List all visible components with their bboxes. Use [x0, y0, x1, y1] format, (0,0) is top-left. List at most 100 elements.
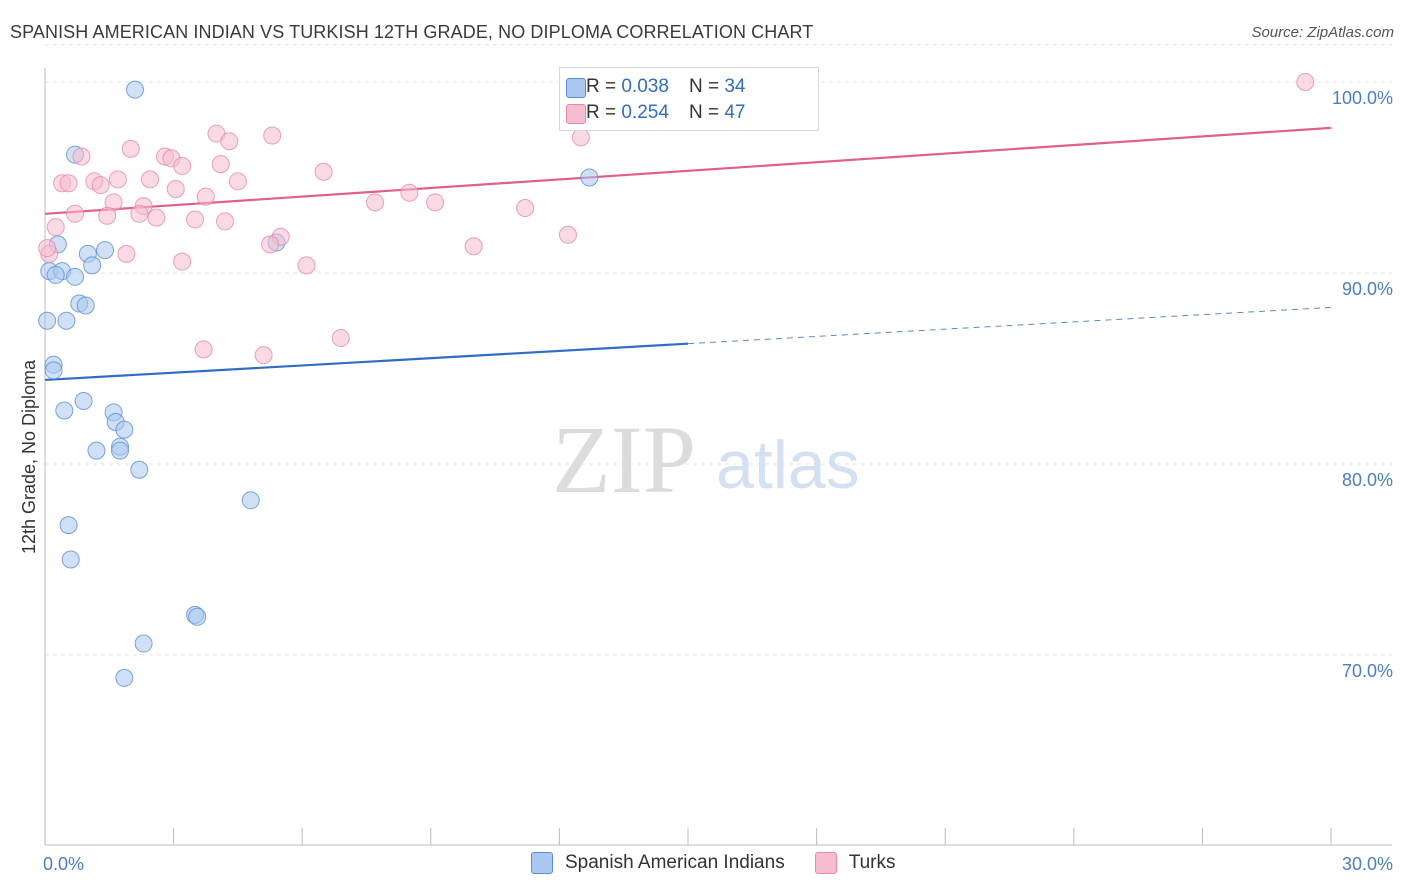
legend-swatch-pink [566, 104, 586, 124]
watermark-atlas: atlas [716, 427, 860, 503]
y-tick-label-100: 100.0% [1332, 88, 1393, 108]
legend-pink-n-label: N = [688, 102, 720, 123]
point-turks-3 [263, 126, 282, 145]
point-turks-43 [331, 328, 350, 347]
y-tick-label-90: 90.0% [1342, 279, 1393, 299]
point-turks-40 [117, 244, 136, 263]
point-spanish-american-indians-9 [66, 267, 85, 286]
point-turks-17 [141, 170, 160, 189]
point-spanish-american-indians-25 [130, 460, 149, 479]
point-spanish-american-indians-32 [115, 668, 134, 687]
series-name-1: Turks [848, 852, 896, 873]
point-spanish-american-indians-18 [55, 401, 74, 420]
point-spanish-american-indians-28 [61, 550, 80, 569]
legend-blue-r-label: R = [586, 76, 617, 97]
series-swatch-pink [814, 852, 837, 874]
trendlines [44, 126, 1332, 382]
point-turks-35 [558, 225, 577, 244]
y-tick-label-80: 80.0% [1342, 470, 1393, 490]
series-legend: Spanish American Indians Turks [531, 852, 925, 874]
point-turks-29 [98, 206, 117, 225]
point-turks-1 [1296, 73, 1315, 91]
point-turks-34 [46, 218, 65, 237]
point-turks-23 [366, 193, 385, 212]
source-label: Source: ZipAtlas.com [1251, 24, 1394, 41]
point-turks-33 [216, 212, 235, 231]
point-spanish-american-indians-31 [134, 634, 153, 653]
point-turks-37 [261, 235, 280, 254]
axes [44, 68, 1392, 846]
legend-blue-r-value: 0.038 [621, 76, 669, 97]
point-spanish-american-indians-14 [57, 311, 76, 330]
series-legend-item-1: Turks [814, 852, 896, 874]
point-turks-6 [121, 139, 140, 158]
correlation-legend: R = 0.038 N = 34 R = 0.254 N = 47 [559, 67, 819, 131]
point-spanish-american-indians-0 [126, 80, 145, 99]
tick-labels: 70.0% 80.0% 90.0% 100.0% 0.0% 30.0% [43, 88, 1393, 874]
point-spanish-american-indians-5 [96, 241, 115, 260]
point-spanish-american-indians-26 [241, 491, 260, 510]
point-turks-46 [38, 239, 57, 258]
point-spanish-american-indians-17 [74, 391, 93, 410]
legend-pink-n-value: 47 [724, 102, 746, 123]
point-spanish-american-indians-24 [111, 441, 130, 460]
trendline-spanish-american-indians-extension [687, 306, 1332, 345]
trendline-spanish-american-indians [44, 342, 689, 382]
legend-swatch-blue [566, 78, 586, 98]
chart-title: SPANISH AMERICAN INDIAN VS TURKISH 12TH … [10, 22, 814, 42]
point-spanish-american-indians-12 [76, 296, 95, 315]
gridlines [45, 44, 1392, 656]
legend-row-pink: R = 0.254 N = 47 [566, 100, 746, 126]
legend-pink-r-label: R = [586, 102, 617, 123]
x-tick-label-min: 0.0% [43, 854, 84, 874]
point-spanish-american-indians-33 [46, 265, 65, 284]
point-spanish-american-indians-2 [580, 168, 599, 187]
point-turks-18 [91, 176, 110, 195]
point-turks-32 [186, 210, 205, 229]
point-turks-20 [166, 179, 185, 198]
x-tick-label-max: 30.0% [1342, 854, 1393, 874]
point-spanish-american-indians-16 [44, 361, 63, 380]
point-turks-16 [108, 170, 127, 189]
point-turks-44 [194, 340, 213, 359]
point-turks-21 [196, 187, 215, 206]
point-spanish-american-indians-30 [188, 607, 207, 626]
legend-blue-n-value: 34 [724, 76, 746, 97]
point-turks-38 [464, 237, 483, 256]
point-turks-22 [400, 183, 419, 202]
point-spanish-american-indians-27 [59, 516, 78, 535]
data-points [38, 73, 1315, 687]
point-turks-28 [66, 204, 85, 223]
legend-row-blue: R = 0.038 N = 34 [566, 74, 746, 100]
series-legend-item-0: Spanish American Indians [531, 852, 785, 874]
point-spanish-american-indians-6 [83, 256, 102, 275]
point-turks-5 [571, 128, 590, 147]
point-spanish-american-indians-23 [87, 441, 106, 460]
point-turks-42 [297, 256, 316, 275]
point-turks-7 [72, 147, 91, 166]
point-turks-14 [59, 174, 78, 193]
series-swatch-blue [531, 852, 553, 874]
point-turks-4 [220, 132, 239, 151]
point-turks-10 [173, 157, 192, 176]
point-turks-24 [426, 193, 445, 212]
legend-pink-r-value: 0.254 [621, 102, 669, 123]
point-turks-12 [314, 162, 333, 181]
point-spanish-american-indians-21 [115, 420, 134, 439]
y-axis-label: 12th Grade, No Diploma [19, 359, 39, 554]
watermark: ZIP atlas [552, 406, 860, 513]
point-turks-31 [147, 208, 166, 227]
watermark-zip: ZIP [552, 406, 696, 513]
y-tick-label-70: 70.0% [1342, 661, 1393, 681]
series-name-0: Spanish American Indians [565, 852, 785, 873]
legend-blue-n-label: N = [688, 76, 720, 97]
point-turks-30 [130, 204, 149, 223]
trendline-turks [44, 126, 1332, 215]
point-turks-45 [254, 346, 273, 365]
point-spanish-american-indians-13 [38, 311, 57, 330]
point-turks-27 [516, 199, 535, 218]
point-turks-19 [228, 172, 247, 191]
point-turks-11 [211, 155, 230, 174]
point-turks-41 [173, 252, 192, 271]
